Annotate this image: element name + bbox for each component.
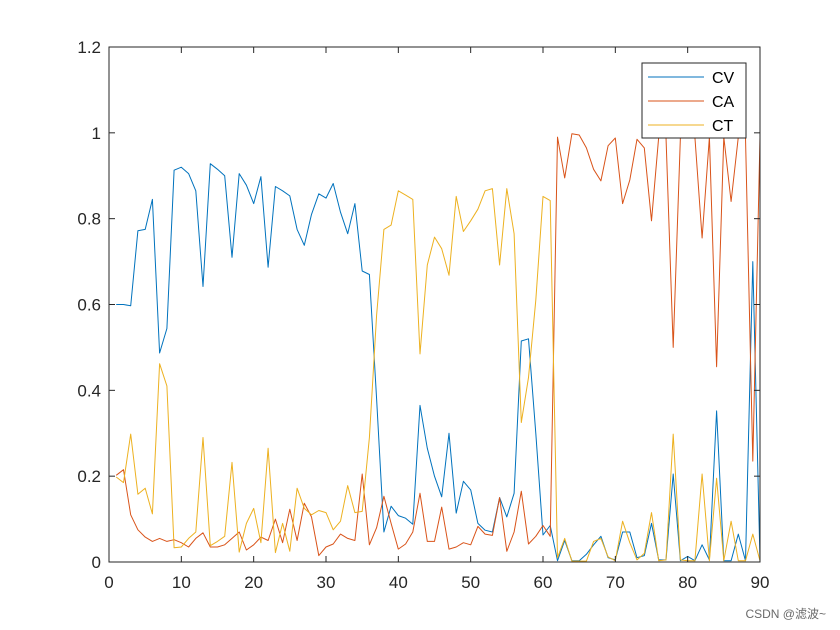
- series-layer: [115, 133, 761, 562]
- x-tick-label: 90: [751, 573, 770, 592]
- series-line-cv: [116, 163, 761, 562]
- x-tick-label: 20: [244, 573, 263, 592]
- y-tick-label: 1: [92, 124, 101, 143]
- x-tick-label: 40: [389, 573, 408, 592]
- watermark: CSDN @滤波~: [745, 607, 826, 621]
- y-tick-label: 0.8: [77, 210, 101, 229]
- legend: CV CA CT: [641, 62, 747, 139]
- x-tick-label: 50: [461, 573, 480, 592]
- series-line-ca: [115, 133, 761, 557]
- series-line-ct: [115, 188, 761, 562]
- legend-label-ca: CA: [712, 94, 735, 111]
- x-axis: 0 10 20 30 40 50 60 70 80 90: [104, 47, 769, 592]
- y-tick-label: 0.4: [77, 381, 101, 400]
- legend-label-cv: CV: [712, 70, 735, 87]
- x-tick-label: 0: [104, 573, 113, 592]
- x-tick-label: 30: [317, 573, 336, 592]
- legend-label-ct: CT: [712, 118, 734, 135]
- x-tick-label: 70: [606, 573, 625, 592]
- x-tick-label: 80: [678, 573, 697, 592]
- y-tick-label: 0.6: [77, 296, 101, 315]
- x-tick-label: 60: [534, 573, 553, 592]
- y-axis: 0 0.2 0.4 0.6 0.8 1 1.2: [77, 38, 760, 572]
- y-tick-label: 0: [92, 553, 101, 572]
- y-tick-label: 0.2: [77, 467, 101, 486]
- y-tick-label: 1.2: [77, 38, 101, 57]
- x-tick-label: 10: [172, 573, 191, 592]
